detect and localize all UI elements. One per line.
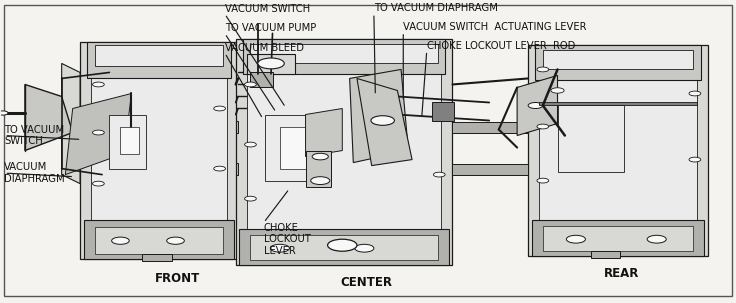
Bar: [236, 163, 238, 175]
Polygon shape: [62, 63, 80, 184]
Bar: [236, 39, 453, 265]
Circle shape: [244, 142, 256, 147]
Circle shape: [167, 237, 184, 244]
Bar: [532, 220, 704, 256]
Text: VACUUM SWITCH  ACTUATING LEVER: VACUUM SWITCH ACTUATING LEVER: [403, 22, 587, 32]
Polygon shape: [305, 108, 342, 157]
Circle shape: [537, 124, 549, 129]
Circle shape: [328, 239, 357, 251]
Bar: [558, 105, 623, 171]
Bar: [305, 151, 331, 187]
Bar: [528, 45, 708, 256]
Circle shape: [371, 116, 394, 125]
Bar: [453, 122, 528, 132]
Bar: [247, 55, 294, 74]
Circle shape: [213, 166, 225, 171]
Polygon shape: [66, 93, 132, 175]
Polygon shape: [25, 85, 73, 151]
Bar: [84, 220, 234, 259]
Circle shape: [551, 88, 564, 93]
Bar: [536, 45, 701, 80]
Circle shape: [566, 235, 585, 243]
Bar: [250, 235, 438, 260]
Bar: [453, 164, 528, 175]
Bar: [250, 44, 438, 63]
Circle shape: [311, 177, 330, 185]
Circle shape: [537, 67, 549, 72]
Circle shape: [258, 58, 284, 69]
Text: FRONT: FRONT: [155, 272, 199, 285]
Bar: [95, 227, 223, 254]
Circle shape: [312, 153, 328, 160]
Text: CENTER: CENTER: [341, 276, 392, 289]
Bar: [243, 39, 445, 74]
Circle shape: [244, 196, 256, 201]
Text: TO VACUUM
SWITCH: TO VACUUM SWITCH: [4, 125, 65, 146]
Circle shape: [355, 244, 374, 252]
Circle shape: [93, 130, 105, 135]
Bar: [539, 60, 697, 229]
Circle shape: [244, 82, 256, 87]
Bar: [121, 127, 139, 154]
Bar: [236, 121, 238, 132]
Bar: [539, 102, 697, 105]
Text: VACUUM SWITCH: VACUUM SWITCH: [224, 4, 310, 14]
Bar: [91, 57, 227, 229]
Bar: [265, 115, 331, 181]
Circle shape: [689, 157, 701, 162]
Bar: [432, 102, 454, 121]
Polygon shape: [517, 75, 558, 135]
Text: CHOKE
LOCKOUT
LEVER: CHOKE LOCKOUT LEVER: [263, 223, 311, 256]
Circle shape: [689, 91, 701, 96]
Text: REAR: REAR: [604, 267, 639, 280]
Text: VACUUM
DIAPHRAGM: VACUUM DIAPHRAGM: [4, 162, 65, 184]
Circle shape: [647, 235, 666, 243]
Bar: [590, 251, 620, 258]
Bar: [80, 42, 238, 259]
Circle shape: [537, 178, 549, 183]
Text: CHOKE LOCKOUT LEVER  ROD: CHOKE LOCKOUT LEVER ROD: [427, 41, 575, 51]
Text: VACUUM BLEED: VACUUM BLEED: [224, 43, 304, 53]
Circle shape: [270, 244, 289, 252]
Bar: [143, 254, 172, 261]
Bar: [250, 72, 272, 88]
Circle shape: [528, 102, 543, 108]
Circle shape: [434, 172, 445, 177]
Circle shape: [112, 237, 130, 244]
Bar: [280, 127, 320, 168]
Bar: [247, 55, 442, 238]
Bar: [239, 229, 449, 265]
Text: TO VACUUM DIAPHRAGM: TO VACUUM DIAPHRAGM: [374, 3, 498, 13]
Circle shape: [213, 106, 225, 111]
Circle shape: [434, 106, 445, 111]
Bar: [88, 42, 230, 78]
Polygon shape: [357, 78, 412, 165]
Circle shape: [93, 82, 105, 87]
Bar: [110, 115, 146, 168]
Bar: [95, 45, 223, 66]
Text: TO VACUUM PUMP: TO VACUUM PUMP: [224, 23, 316, 33]
Circle shape: [0, 111, 8, 115]
Polygon shape: [350, 69, 408, 163]
Bar: [543, 50, 693, 69]
Bar: [543, 226, 693, 251]
Circle shape: [93, 181, 105, 186]
